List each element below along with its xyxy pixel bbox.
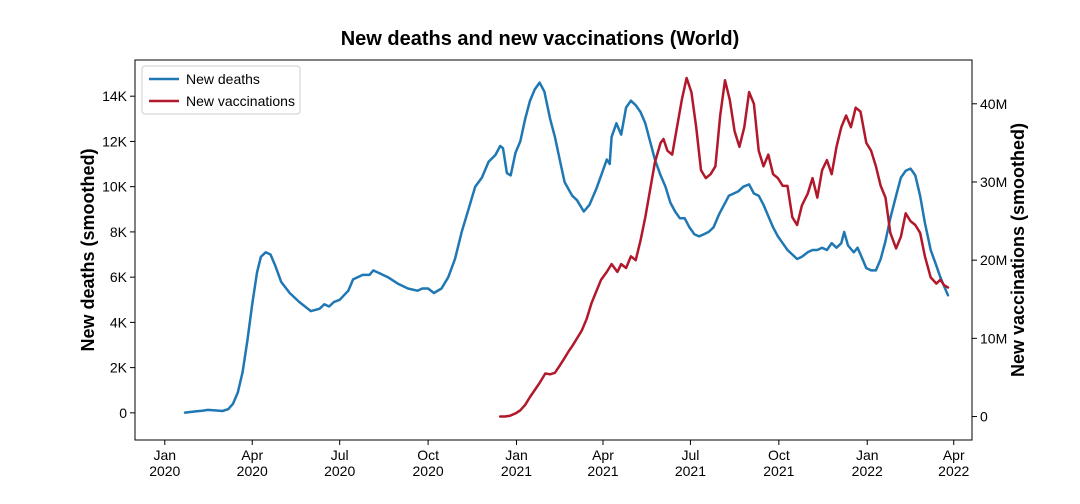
x-tick-label: Apr 2020 — [237, 447, 268, 479]
right-y-tick-label: 0 — [980, 409, 988, 425]
left-y-axis: 0 2K 4K 6K 8K 10K 12K 14K — [102, 88, 135, 421]
left-y-tick-label: 10K — [102, 179, 128, 195]
x-tick-label: Jan 2022 — [852, 447, 883, 479]
x-tick-label: Jan 2020 — [149, 447, 180, 479]
x-tick-label: Apr 2021 — [587, 447, 618, 479]
right-y-axis: 0 10M 20M 30M 40M — [972, 96, 1007, 425]
left-axis-title: New deaths (smoothed) — [78, 148, 98, 351]
left-y-tick-label: 2K — [110, 360, 128, 376]
plot-border — [134, 59, 973, 441]
x-tick-label: Jul 2021 — [675, 447, 706, 479]
x-tick-label: Oct 2020 — [413, 447, 444, 479]
left-y-tick-label: 14K — [102, 88, 128, 104]
x-tick-label: Apr 2022 — [938, 447, 969, 479]
left-y-tick-label: 4K — [110, 314, 128, 330]
series-line-new-deaths — [183, 81, 950, 414]
x-tick-label: Jan 2021 — [501, 447, 532, 479]
series-line-new-vaccinations — [498, 76, 950, 418]
right-y-tick-label: 20M — [980, 252, 1007, 268]
legend: New deaths New vaccinations — [141, 65, 301, 115]
legend-label-new-deaths: New deaths — [186, 71, 260, 87]
left-y-tick-label: 0 — [119, 405, 127, 421]
right-y-tick-label: 40M — [980, 96, 1007, 112]
x-axis: Jan 2020 Apr 2020 Jul 2020 Oct 2020 Jan 2021 Apr 20… — [149, 440, 970, 479]
series-layer — [183, 76, 950, 418]
x-tick-label: Jul 2020 — [324, 447, 355, 479]
legend-label-new-vaccinations: New vaccinations — [186, 93, 295, 109]
left-y-tick-label: 12K — [102, 133, 128, 149]
x-tick-label: Oct 2021 — [763, 447, 794, 479]
right-y-tick-label: 30M — [980, 174, 1007, 190]
right-axis-title: New vaccinations (smoothed) — [1008, 123, 1028, 377]
left-y-tick-label: 8K — [110, 224, 128, 240]
chart-title: New deaths and new vaccinations (World) — [341, 28, 740, 50]
legend-box — [141, 65, 301, 115]
plot-frame — [134, 59, 973, 441]
right-y-tick-label: 10M — [980, 330, 1007, 346]
left-y-tick-label: 6K — [110, 269, 128, 285]
